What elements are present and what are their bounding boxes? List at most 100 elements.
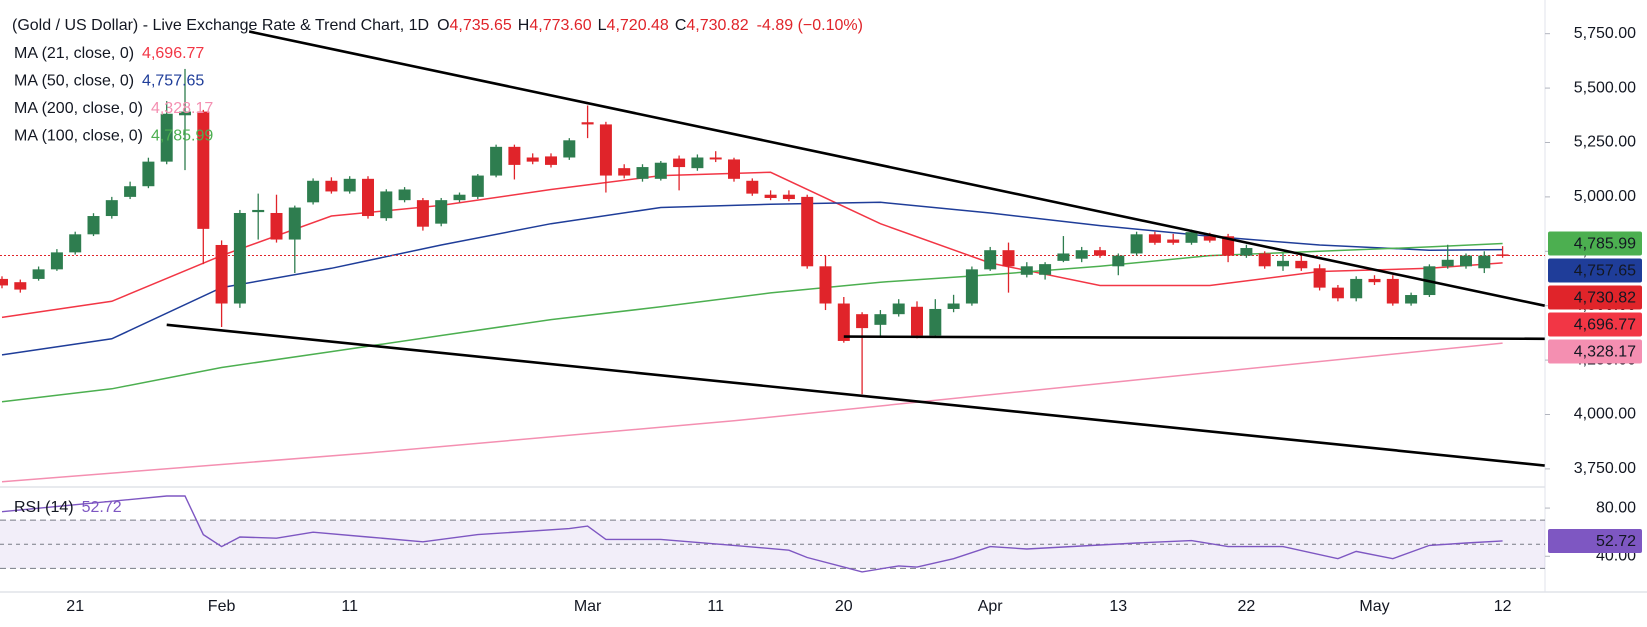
ohlc-value: 4,735.65 [450,17,512,34]
candle-body [435,200,448,224]
rsi-legend: RSI (14) 52.72 [14,499,122,516]
candle-body [471,175,484,197]
candle-body [545,156,557,165]
legend-name: MA (21, close, 0) [14,45,134,62]
candle-body [1002,250,1015,267]
candle-body [14,282,27,290]
price-badge [1548,285,1642,310]
candle-body [837,303,850,341]
candle-body [1185,232,1198,243]
candle-body [1148,234,1161,243]
y-tick-label: 5,250.00 [1574,134,1636,151]
candle-body [819,266,832,304]
candle-body [307,180,320,203]
candle-body [416,200,429,227]
candle-body [911,306,923,336]
price-badge-label: 4,696.77 [1574,317,1636,334]
candle-body [673,158,686,168]
candle-body [1386,278,1399,304]
rsi-badge-label: 52.72 [1596,533,1636,550]
candle-body [526,157,539,162]
legend-entry: MA (100, close, 0) 4,785.99 [14,128,213,145]
candle-body [782,194,795,200]
price-badge [1548,312,1642,337]
y-tick-label: 5,500.00 [1574,79,1636,96]
trend-line [166,323,1545,467]
candle-body [124,186,137,197]
candle-body [1460,255,1472,267]
legend-value: 4,757.65 [142,73,204,90]
candle-body [563,140,576,158]
ohlc-label: O [437,17,449,34]
candle-body [1222,236,1235,256]
ohlc-value: 4,720.48 [607,17,669,34]
candle-body [654,162,667,179]
x-tick-label: 11 [341,598,358,615]
candle-body [1496,254,1509,256]
ma-line [1,201,1503,356]
candle-body [581,122,594,125]
x-tick-label: Feb [208,598,236,615]
candle-body [1441,259,1454,267]
candle-body [197,111,210,229]
candle-body [453,194,466,201]
candle-body [1020,266,1033,275]
price-badge [1548,231,1642,256]
y-tick-label: 3,750.00 [1574,460,1636,477]
candle-body [1240,248,1253,256]
ohlc-label: C [675,17,687,34]
chart-title: (Gold / US Dollar) - Live Exchange Rate … [12,17,429,34]
candle-body [160,113,173,162]
candle-body [984,250,997,270]
candle-body [508,146,521,165]
candle-body [105,200,118,217]
candle-body [1368,278,1381,283]
candle-body [1313,268,1326,288]
candle-body [1130,234,1143,254]
candle-body [343,178,356,192]
candle-body [69,234,82,253]
ohlc-value: 4,773.60 [529,17,591,34]
price-badge [1548,258,1642,283]
rsi-name: RSI (14) [14,499,74,516]
candle-body [1057,253,1070,261]
ma-line [1,342,1503,483]
y-tick-label: 5,750.00 [1574,25,1636,42]
legend-value: 4,696.77 [142,45,204,62]
candle-body [0,278,8,286]
candle-body [1094,250,1106,256]
legend-entry: MA (21, close, 0) 4,696.77 [14,45,204,62]
candle-body [1478,255,1491,269]
candle-body [362,178,374,217]
candle-body [691,157,704,169]
ma-line [1,171,1503,319]
candle-body [252,209,265,213]
candle-body [1039,264,1052,275]
price-badge-label: 4,757.65 [1574,263,1636,280]
price-badge-label: 4,785.99 [1574,236,1636,253]
candle-body [1277,260,1289,267]
candle-body [764,194,777,198]
candle-body [856,314,869,329]
candle-body [709,157,722,160]
candle-body [179,111,191,116]
rsi-line [1,495,1503,573]
candle-body [1331,287,1344,299]
ohlc-label: L [598,17,607,34]
candle-body [801,196,814,267]
x-tick-label: 22 [1238,598,1256,615]
candle-body [1405,295,1418,304]
ohlc-label: H [518,17,530,34]
candle-body [142,161,155,187]
candle-body [1350,278,1363,299]
candle-body [490,146,503,176]
x-tick-label: 11 [707,598,724,615]
candle-body [599,124,612,176]
candle-body [618,168,631,176]
rsi-value: 52.72 [82,499,122,516]
x-tick-label: May [1359,598,1389,615]
x-tick-label: Apr [978,598,1004,615]
